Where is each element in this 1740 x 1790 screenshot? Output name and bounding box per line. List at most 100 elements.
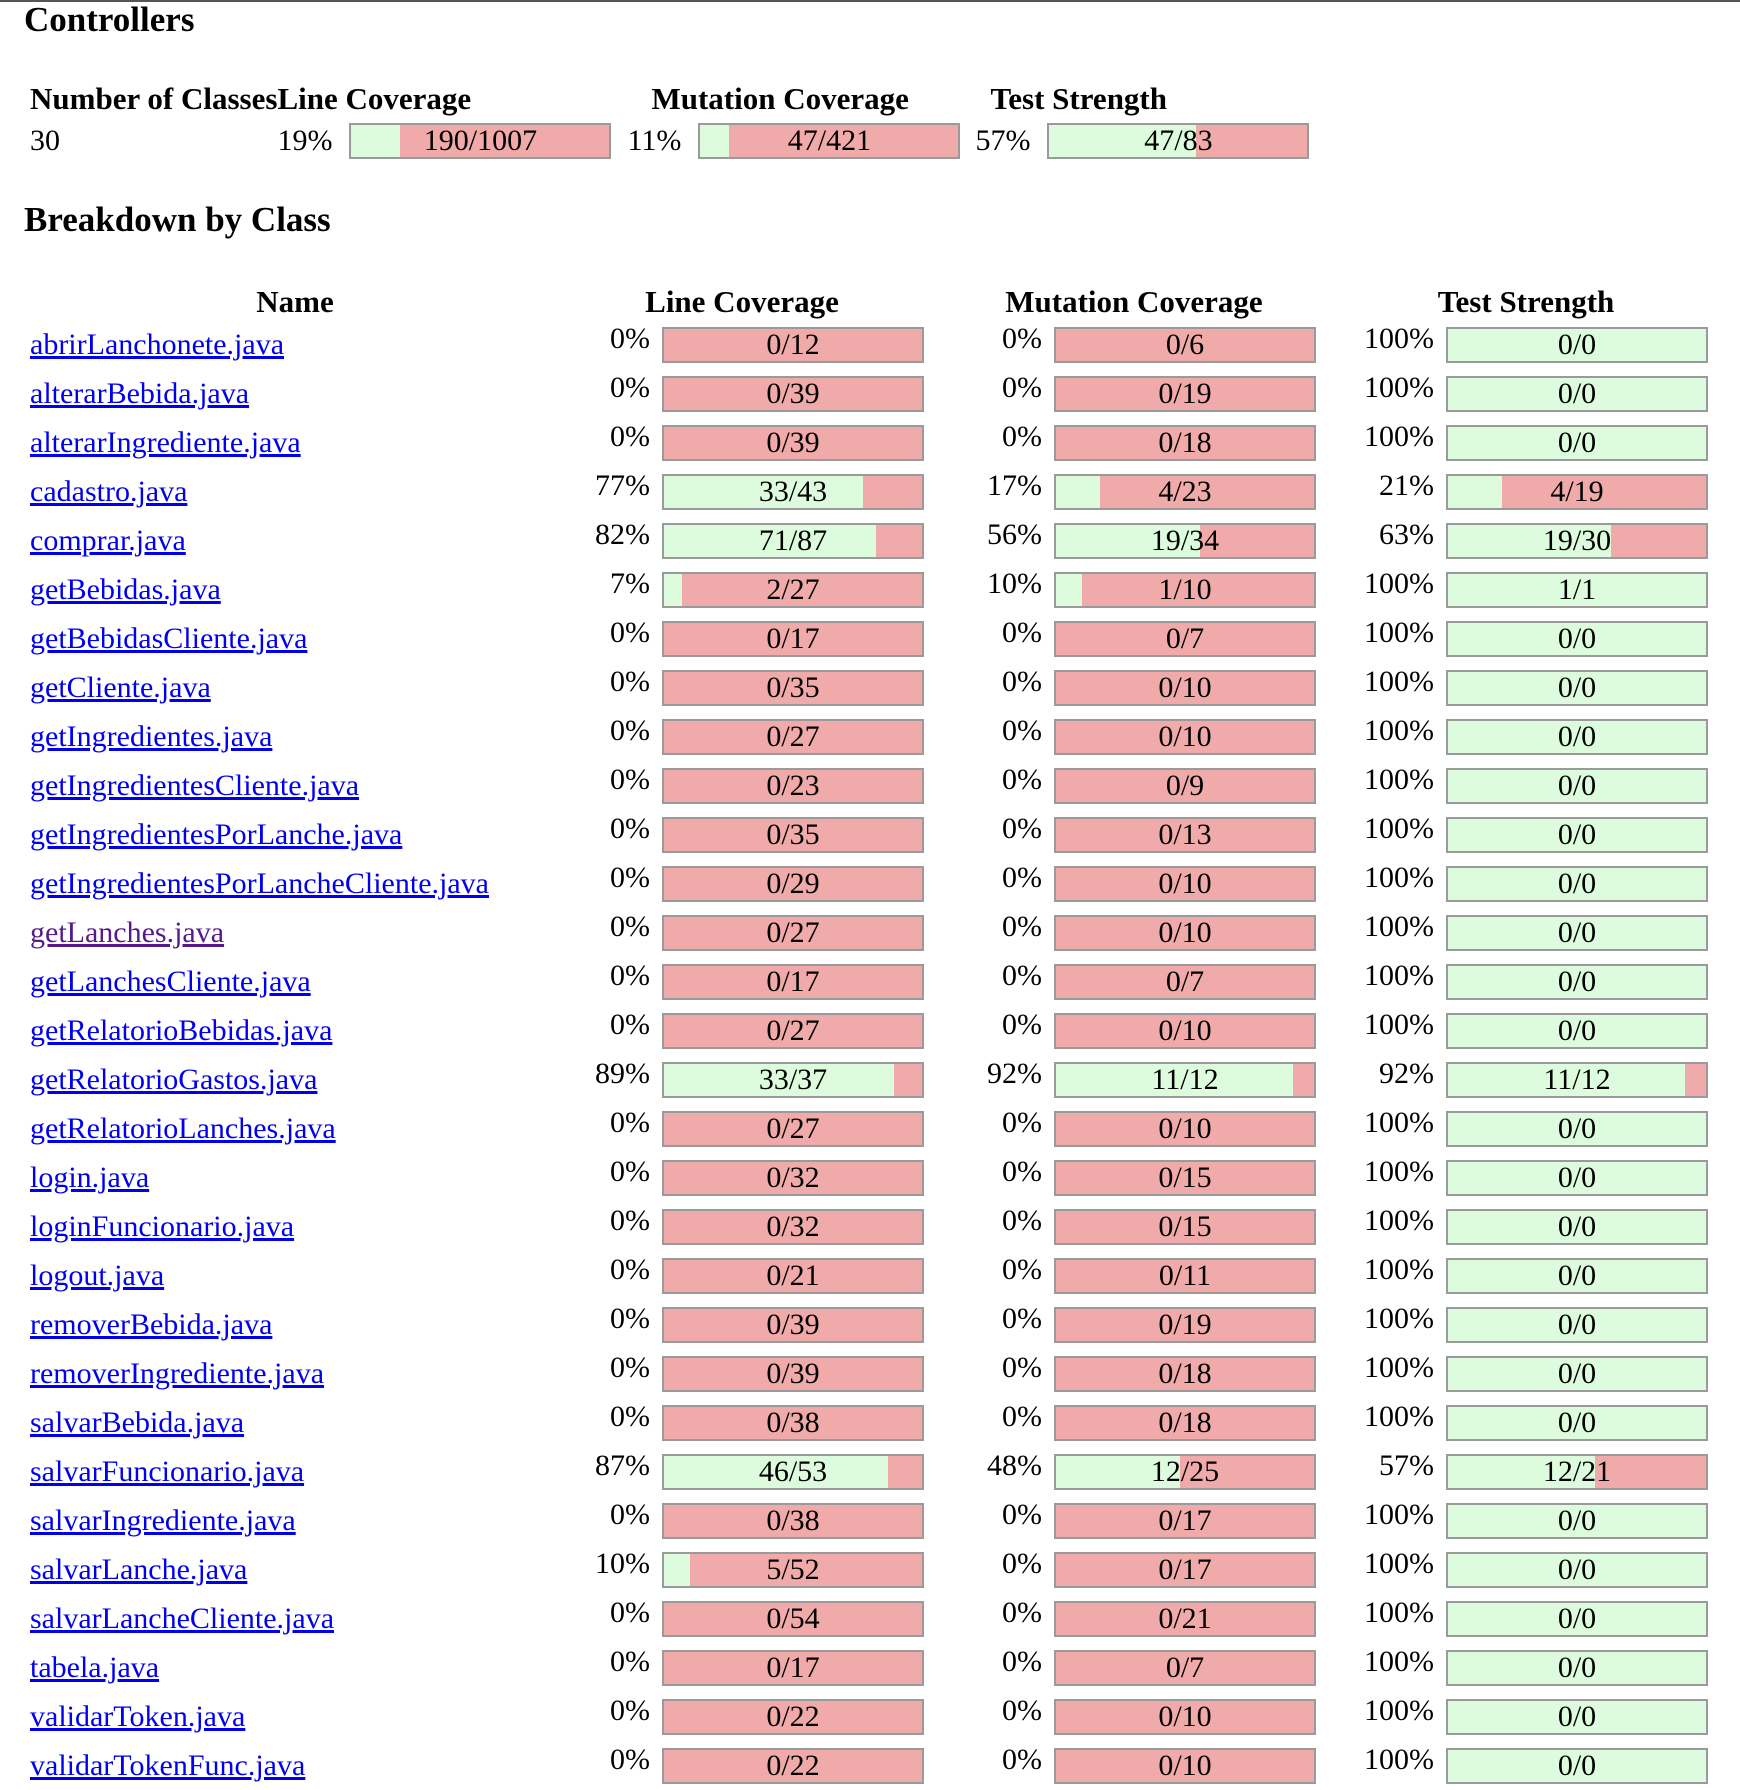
class-link[interactable]: getIngredientesPorLancheCliente.java <box>30 866 489 900</box>
class-link[interactable]: salvarLancheCliente.java <box>30 1601 335 1635</box>
class-link[interactable]: cadastro.java <box>30 474 188 508</box>
coverage-legend: 0/11 <box>1158 1258 1212 1292</box>
column-gap <box>924 1251 952 1300</box>
class-link[interactable]: salvarBebida.java <box>30 1405 245 1439</box>
class-link[interactable]: validarToken.java <box>30 1699 246 1733</box>
mutation-coverage-percent: 0% <box>1002 1743 1042 1776</box>
mutation-coverage-bar: 0/18 <box>1054 424 1316 461</box>
coverage-legend: 4/19 <box>1550 474 1604 508</box>
line-coverage-bar: 2/27 <box>662 571 924 608</box>
class-link[interactable]: alterarBebida.java <box>30 376 250 410</box>
class-link[interactable]: salvarFuncionario.java <box>30 1454 305 1488</box>
mutation-coverage-bar: 0/10 <box>1054 1747 1316 1784</box>
table-row: getIngredientesPorLanche.java 0% 0/35 0% 0/1… <box>30 810 1708 859</box>
column-gap <box>1316 320 1344 369</box>
test-strength-cell: 11/12 <box>1446 1055 1708 1104</box>
class-link[interactable]: getLanchesCliente.java <box>30 964 311 998</box>
class-link[interactable]: getRelatorioBebidas.java <box>30 1013 333 1047</box>
class-link[interactable]: comprar.java <box>30 523 186 557</box>
table-row: comprar.java 82% 71/87 56% 19/34 63% 19/30 <box>30 516 1708 565</box>
coverage-legend: 0/0 <box>1557 1405 1597 1439</box>
coverage-legend: 0/0 <box>1557 768 1597 802</box>
mutation-coverage-cell: 0/17 <box>1054 1496 1316 1545</box>
mutation-coverage-percent: 0% <box>1002 665 1042 698</box>
class-name-cell: salvarLancheCliente.java <box>30 1594 560 1643</box>
header-gap <box>1316 280 1344 320</box>
class-name-cell: abrirLanchonete.java <box>30 320 560 369</box>
column-gap <box>1316 1104 1344 1153</box>
mutation-coverage-bar: 0/13 <box>1054 816 1316 853</box>
column-gap <box>1316 1594 1344 1643</box>
summary-line-percent: 19% <box>277 123 333 157</box>
mutation-coverage-bar: 0/10 <box>1054 1012 1316 1049</box>
class-link[interactable]: getIngredientesCliente.java <box>30 768 360 802</box>
class-link[interactable]: logout.java <box>30 1258 165 1292</box>
line-coverage-cell: 0/39 <box>662 1300 924 1349</box>
class-link[interactable]: salvarIngrediente.java <box>30 1503 296 1537</box>
class-name-cell: getIngredientesCliente.java <box>30 761 560 810</box>
class-link[interactable]: getRelatorioGastos.java <box>30 1062 318 1096</box>
coverage-legend: 0/0 <box>1557 327 1597 361</box>
class-breakdown-table: Name Line Coverage Mutation Coverage Tes… <box>30 280 1708 1790</box>
test-strength-percent: 100% <box>1364 1302 1434 1335</box>
class-link[interactable]: loginFuncionario.java <box>30 1209 295 1243</box>
class-name-cell: getIngredientes.java <box>30 712 560 761</box>
table-row: getRelatorioGastos.java 89% 33/37 92% 11/12 9… <box>30 1055 1708 1104</box>
test-strength-bar: 0/0 <box>1446 816 1708 853</box>
class-link[interactable]: removerIngrediente.java <box>30 1356 325 1390</box>
coverage-fill <box>664 524 876 557</box>
column-gap <box>924 1594 952 1643</box>
class-link[interactable]: getRelatorioLanches.java <box>30 1111 336 1145</box>
test-strength-percent: 100% <box>1364 763 1434 796</box>
test-strength-percent: 100% <box>1364 567 1434 600</box>
class-link[interactable]: getIngredientesPorLanche.java <box>30 817 403 851</box>
class-link[interactable]: validarTokenFunc.java <box>30 1748 306 1782</box>
test-strength-cell: 12/21 <box>1446 1447 1708 1496</box>
class-link[interactable]: abrirLanchonete.java <box>30 327 285 361</box>
column-gap <box>1316 810 1344 859</box>
coverage-legend: 0/21 <box>766 1258 820 1292</box>
coverage-legend: 5/52 <box>766 1552 820 1586</box>
line-coverage-cell: 33/37 <box>662 1055 924 1104</box>
class-link[interactable]: login.java <box>30 1160 150 1194</box>
class-link[interactable]: getIngredientes.java <box>30 719 273 753</box>
line-coverage-cell: 0/12 <box>662 320 924 369</box>
class-name-cell: getIngredientesPorLanche.java <box>30 810 560 859</box>
test-strength-percent: 100% <box>1364 1155 1434 1188</box>
coverage-fill <box>1448 1210 1706 1243</box>
class-link[interactable]: getBebidas.java <box>30 572 221 606</box>
test-strength-bar: 0/0 <box>1446 1649 1708 1686</box>
summary-line-cell: 190/1007 <box>349 117 612 164</box>
coverage-legend: 0/39 <box>766 1356 820 1390</box>
mutation-coverage-percent: 0% <box>1002 420 1042 453</box>
class-link[interactable]: removerBebida.java <box>30 1307 273 1341</box>
class-link[interactable]: tabela.java <box>30 1650 160 1684</box>
test-strength-cell: 0/0 <box>1446 1643 1708 1692</box>
class-link[interactable]: getLanches.java <box>30 915 225 949</box>
class-link[interactable]: alterarIngrediente.java <box>30 425 301 459</box>
line-coverage-bar: 0/12 <box>662 326 924 363</box>
mutation-coverage-cell: 0/10 <box>1054 908 1316 957</box>
table-row: getBebidas.java 7% 2/27 10% 1/10 100% 1/1 <box>30 565 1708 614</box>
mutation-coverage-bar: 0/11 <box>1054 1257 1316 1294</box>
line-coverage-bar: 0/54 <box>662 1600 924 1637</box>
line-coverage-percent: 77% <box>595 469 650 502</box>
column-gap <box>1316 908 1344 957</box>
line-coverage-bar: 0/17 <box>662 963 924 1000</box>
coverage-legend: 0/0 <box>1557 1601 1597 1635</box>
line-coverage-bar: 0/39 <box>662 424 924 461</box>
line-coverage-bar: 0/27 <box>662 1110 924 1147</box>
mutation-coverage-bar: 0/7 <box>1054 620 1316 657</box>
class-link[interactable]: getBebidasCliente.java <box>30 621 308 655</box>
class-link[interactable]: salvarLanche.java <box>30 1552 248 1586</box>
coverage-legend: 1/1 <box>1557 572 1597 606</box>
class-link[interactable]: getCliente.java <box>30 670 211 704</box>
line-coverage-cell: 0/22 <box>662 1692 924 1741</box>
coverage-fill <box>1448 1504 1706 1537</box>
coverage-fill <box>1448 1700 1706 1733</box>
table-row: getIngredientesPorLancheCliente.java 0% 0/… <box>30 859 1708 908</box>
mutation-coverage-cell: 0/7 <box>1054 1643 1316 1692</box>
summary-strength-percent: 57% <box>975 123 1031 157</box>
coverage-legend: 4/23 <box>1158 474 1212 508</box>
mutation-coverage-bar: 0/18 <box>1054 1404 1316 1441</box>
